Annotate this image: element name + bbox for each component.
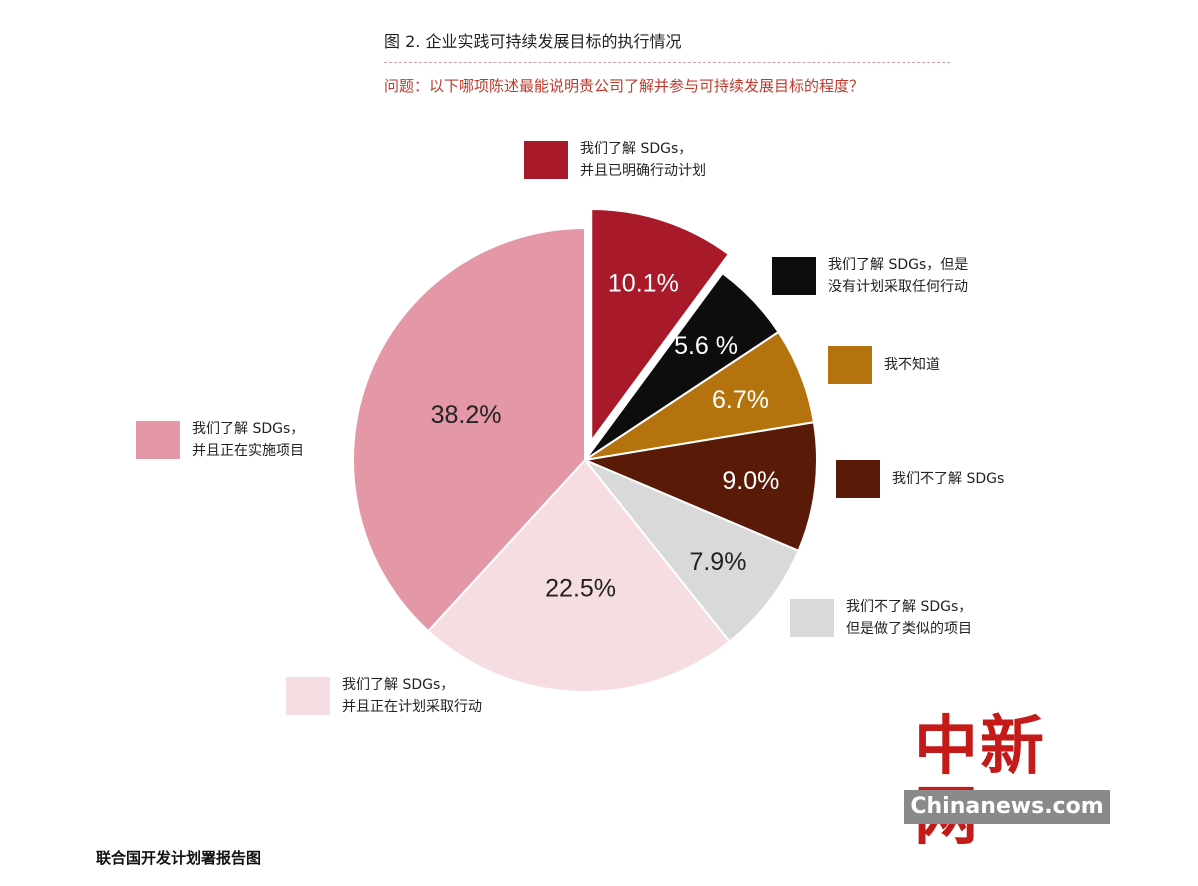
pie-slice bbox=[352, 226, 586, 633]
chart-title: 图 2. 企业实践可持续发展目标的执行情况 bbox=[384, 32, 682, 51]
legend-swatch bbox=[286, 677, 330, 715]
legend-label: 我们了解 SDGs， 并且已明确行动计划 bbox=[580, 138, 706, 182]
legend-swatch bbox=[772, 257, 816, 295]
legend-item-implementing: 我们了解 SDGs， 并且正在实施项目 bbox=[136, 418, 304, 462]
pie-slice-value-label: 22.5% bbox=[545, 575, 616, 603]
legend-line: 我们了解 SDGs，但是 bbox=[828, 257, 969, 273]
chinanews-logo: 中新网 Chinanews.com bbox=[904, 712, 1110, 852]
legend-label: 我们了解 SDGs，但是 没有计划采取任何行动 bbox=[828, 254, 968, 298]
legend-item-unaware: 我们不了解 SDGs bbox=[836, 460, 1004, 498]
pie-slice-value-label: 6.7% bbox=[712, 386, 769, 414]
title-divider bbox=[384, 62, 950, 63]
legend-line: 并且正在计划采取行动 bbox=[342, 699, 482, 715]
pie-slice-value-label: 10.1% bbox=[608, 269, 679, 297]
logo-english: Chinanews.com bbox=[904, 790, 1110, 824]
legend-label: 我们不了解 SDGs， 但是做了类似的项目 bbox=[846, 596, 972, 640]
legend-line: 我们不了解 SDGs bbox=[892, 471, 1005, 487]
legend-item-dont-know: 我不知道 bbox=[828, 346, 940, 384]
source-caption: 联合国开发计划署报告图 bbox=[96, 849, 262, 867]
pie-slice bbox=[426, 458, 731, 693]
legend-line: 并且正在实施项目 bbox=[192, 443, 304, 459]
legend-item-no-plan: 我们了解 SDGs，但是 没有计划采取任何行动 bbox=[772, 254, 968, 298]
legend-line: 我们不了解 SDGs， bbox=[846, 599, 973, 615]
legend-swatch bbox=[790, 599, 834, 637]
legend-line: 我们了解 SDGs， bbox=[580, 141, 693, 157]
pie-slice bbox=[584, 459, 800, 643]
legend-swatch bbox=[828, 346, 872, 384]
pie-slice-value-label: 7.9% bbox=[689, 548, 746, 576]
pie-slice-value-label: 38.2% bbox=[431, 401, 502, 429]
logo-chinese: 中新网 bbox=[914, 709, 1046, 852]
legend-line: 我们了解 SDGs， bbox=[342, 677, 455, 693]
pie-slice bbox=[581, 421, 818, 553]
legend-item-unaware-similar: 我们不了解 SDGs， 但是做了类似的项目 bbox=[790, 596, 972, 640]
legend-line: 并且已明确行动计划 bbox=[580, 163, 706, 179]
legend-swatch bbox=[136, 421, 180, 459]
legend-line: 我们了解 SDGs， bbox=[192, 421, 305, 437]
legend-line: 我不知道 bbox=[884, 357, 940, 373]
legend-line: 但是做了类似的项目 bbox=[846, 621, 972, 637]
legend-label: 我不知道 bbox=[884, 354, 940, 376]
legend-item-planning: 我们了解 SDGs， 并且正在计划采取行动 bbox=[286, 674, 482, 718]
legend-line: 没有计划采取任何行动 bbox=[828, 279, 968, 295]
legend-swatch bbox=[836, 460, 880, 498]
pie-slice bbox=[590, 207, 731, 445]
legend-item-defined-plan: 我们了解 SDGs， 并且已明确行动计划 bbox=[524, 138, 706, 182]
legend-label: 我们不了解 SDGs bbox=[892, 468, 1004, 490]
legend-swatch bbox=[524, 141, 568, 179]
chart-question: 问题：以下哪项陈述最能说明贵公司了解并参与可持续发展目标的程度？ bbox=[384, 77, 865, 95]
legend-label: 我们了解 SDGs， 并且正在计划采取行动 bbox=[342, 674, 482, 718]
pie-slice-value-label: 9.0% bbox=[722, 467, 779, 495]
legend-label: 我们了解 SDGs， 并且正在实施项目 bbox=[192, 418, 304, 462]
pie-slice-value-label: 5.6 % bbox=[674, 332, 738, 360]
